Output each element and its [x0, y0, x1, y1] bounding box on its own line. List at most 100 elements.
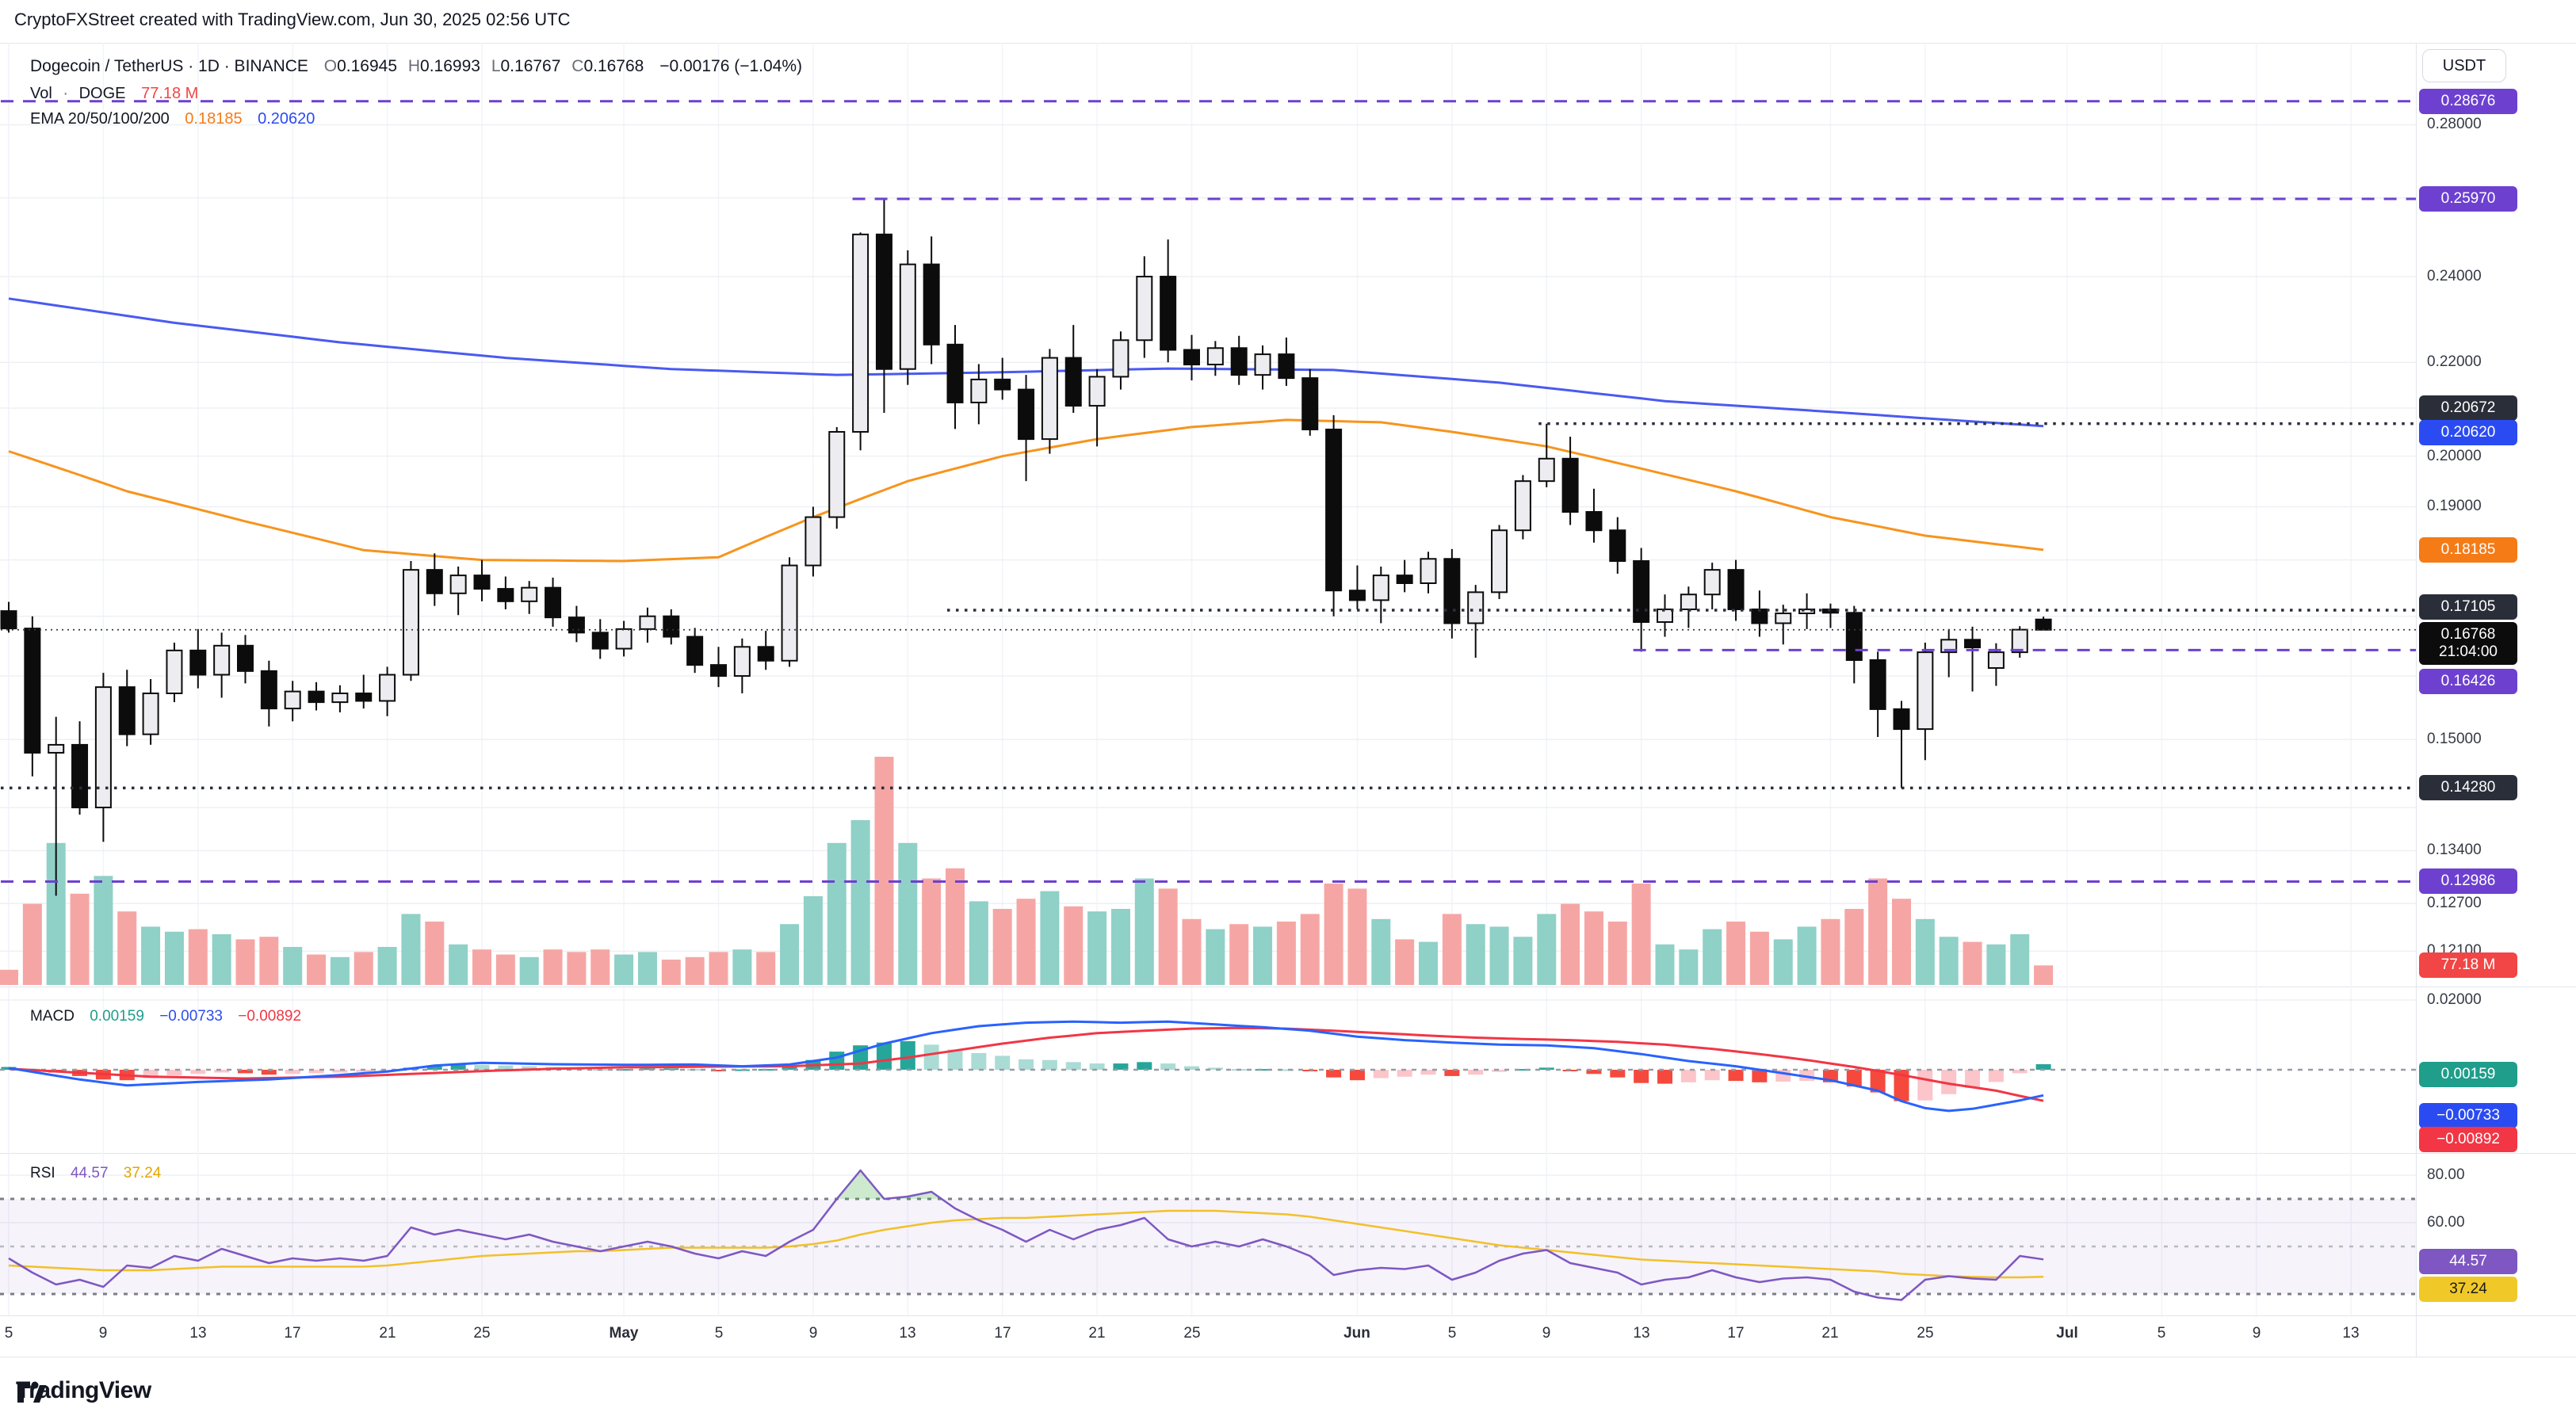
- rsi-label: RSI: [30, 1165, 55, 1181]
- volume-symbol: DOGE: [78, 85, 126, 102]
- time-axis-tick: 5: [1447, 1325, 1457, 1342]
- time-axis-tick: 25: [473, 1325, 491, 1342]
- price-axis-label: 0.24000: [2427, 268, 2482, 284]
- time-axis-tick: 17: [284, 1325, 301, 1342]
- time-axis-tick: 13: [189, 1325, 207, 1342]
- time-axis-tick: 5: [714, 1325, 724, 1342]
- macd-legend-row[interactable]: MACD 0.00159 −0.00733 −0.00892: [30, 1008, 301, 1025]
- rsi-ma-value: 37.24: [123, 1165, 162, 1181]
- time-axis-tick: 13: [1633, 1325, 1650, 1342]
- price-axis-badge: 0.25970: [2419, 186, 2517, 212]
- header-separator: [0, 43, 2576, 44]
- time-axis-tick: May: [609, 1325, 639, 1342]
- rsi-overbought-fill: [836, 1170, 942, 1199]
- price-axis-badge: 77.18 M: [2419, 952, 2517, 978]
- price-axis-badge: 0.17105: [2419, 594, 2517, 620]
- high-label: H: [407, 57, 421, 75]
- time-axis-tick: 17: [1727, 1325, 1745, 1342]
- volume-legend-row[interactable]: Vol · DOGE 77.18 M: [30, 85, 198, 103]
- volume-dot: ·: [63, 85, 69, 102]
- price-axis-label: 0.19000: [2427, 498, 2482, 514]
- time-axis-tick: 9: [808, 1325, 818, 1342]
- time-axis-tick: 13: [899, 1325, 916, 1342]
- price-axis-label: 0.28000: [2427, 116, 2482, 132]
- volume-label: Vol: [30, 85, 52, 102]
- currency-toggle-button[interactable]: USDT: [2422, 49, 2506, 82]
- close-label: C: [571, 57, 584, 75]
- close-value: 0.16768: [583, 57, 644, 75]
- time-axis-tick: 9: [1542, 1325, 1551, 1342]
- indicator-axis-badge: −0.00733: [2419, 1103, 2517, 1128]
- symbol-title: Dogecoin / TetherUS · 1D · BINANCE: [30, 57, 308, 75]
- macd-line: [8, 1020, 2044, 1113]
- macd-line-value: −0.00733: [159, 1008, 223, 1025]
- indicator-axis-badge: −0.00892: [2419, 1127, 2517, 1152]
- price-axis-label: 0.20000: [2427, 448, 2482, 464]
- rsi-pane-separator: [0, 1153, 2576, 1154]
- price-axis-label: 0.15000: [2427, 731, 2482, 747]
- price-axis-badge: 0.14280: [2419, 775, 2517, 800]
- vertical-gridlines: [8, 43, 2352, 1315]
- time-axis-tick: 13: [2342, 1325, 2360, 1342]
- indicator-axis-badge: 37.24: [2419, 1277, 2517, 1302]
- time-axis-tick: Jul: [2056, 1325, 2078, 1342]
- price-axis-badge: 0.28676: [2419, 89, 2517, 114]
- change-value: −0.00176 (−1.04%): [659, 57, 803, 75]
- price-axis-label: 0.12700: [2427, 895, 2482, 911]
- low-label: L: [491, 57, 501, 75]
- price-axis-badge: 0.20620: [2419, 420, 2517, 445]
- indicator-axis-label: 80.00: [2427, 1166, 2465, 1183]
- tradingview-logo-icon: [17, 1381, 46, 1403]
- price-axis-badge: 0.16426: [2419, 669, 2517, 694]
- rsi-line: [8, 1169, 2044, 1301]
- time-axis-tick: 25: [1183, 1325, 1201, 1342]
- tradingview-watermark[interactable]: TradingView: [16, 1377, 151, 1404]
- volume-value: 77.18 M: [141, 85, 199, 102]
- rsi-lines: [8, 1169, 2044, 1301]
- macd-signal-line: [8, 1026, 2044, 1102]
- time-axis-tick: 5: [2157, 1325, 2166, 1342]
- time-axis-tick: 25: [1917, 1325, 1934, 1342]
- ema-fast-value: 0.18185: [185, 110, 243, 128]
- open-value: 0.16945: [337, 57, 398, 75]
- volume-bars: [0, 757, 2054, 985]
- open-label: O: [323, 57, 338, 75]
- ema-legend-row[interactable]: EMA 20/50/100/200 0.18185 0.20620: [30, 110, 315, 128]
- time-axis-tick: 9: [2252, 1325, 2261, 1342]
- rsi-legend-row[interactable]: RSI 44.57 37.24: [30, 1165, 161, 1182]
- price-axis-badge: 0.18185: [2419, 537, 2517, 563]
- high-value: 0.16993: [420, 57, 480, 75]
- macd-lines: [8, 1020, 2044, 1113]
- price-axis-badge: 0.20672: [2419, 395, 2517, 421]
- indicator-axis-badge: 44.57: [2419, 1249, 2517, 1274]
- price-axis-label: 0.13400: [2427, 842, 2482, 858]
- time-axis-tick: Jun: [1343, 1325, 1370, 1342]
- indicator-axis-label: 0.02000: [2427, 991, 2482, 1008]
- rsi-band: [0, 1197, 2416, 1296]
- time-axis-tick: 5: [4, 1325, 13, 1342]
- macd-label: MACD: [30, 1008, 75, 1025]
- macd-hist-value: 0.00159: [90, 1008, 144, 1025]
- price-axis-label: 0.22000: [2427, 353, 2482, 370]
- rsi-ma-line: [8, 1209, 2044, 1279]
- attribution-text: CryptoFXStreet created with TradingView.…: [14, 10, 571, 29]
- horizontal-gridlines: [0, 124, 2416, 1223]
- indicator-axis-label: 60.00: [2427, 1214, 2465, 1231]
- price-axis-badge: 0.16768 21:04:00: [2419, 622, 2517, 665]
- rsi-value: 44.57: [70, 1165, 109, 1181]
- time-axis-tick: 21: [379, 1325, 396, 1342]
- indicator-axis-badge: 0.00159: [2419, 1062, 2517, 1087]
- time-axis-tick: 9: [98, 1325, 108, 1342]
- symbol-legend-row[interactable]: Dogecoin / TetherUS · 1D · BINANCE O0.16…: [30, 57, 802, 76]
- price-axis-badge: 0.12986: [2419, 868, 2517, 894]
- time-axis-tick: 17: [994, 1325, 1011, 1342]
- time-axis-separator: [0, 1315, 2576, 1316]
- low-value: 0.16767: [500, 57, 561, 75]
- candles: [0, 199, 2052, 896]
- macd-histogram: [1, 1040, 2051, 1101]
- time-axis-tick: 21: [1821, 1325, 1839, 1342]
- ema-200-line: [8, 297, 2044, 428]
- ema-slow-value: 0.20620: [258, 110, 315, 128]
